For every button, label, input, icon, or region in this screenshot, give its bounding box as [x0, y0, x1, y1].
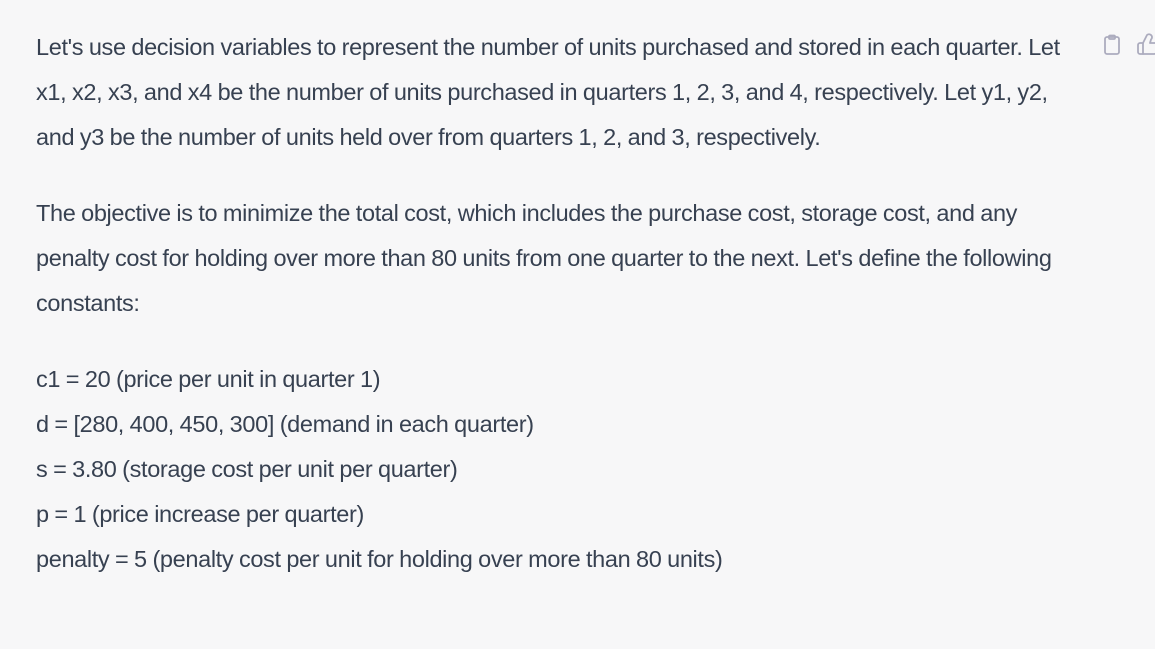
- assistant-message: Let's use decision variables to represen…: [36, 25, 1076, 582]
- message-actions: [1100, 33, 1155, 59]
- constant-item: d = [280, 400, 450, 300] (demand in each…: [36, 411, 534, 437]
- message-paragraph: The objective is to minimize the total c…: [36, 200, 1052, 316]
- constant-item: p = 1 (price increase per quarter): [36, 501, 364, 527]
- thumbs-up-button[interactable]: [1136, 33, 1155, 57]
- message-paragraph: Let's use decision variables to represen…: [36, 34, 1060, 150]
- constant-item: penalty = 5 (penalty cost per unit for h…: [36, 546, 723, 572]
- constant-item: c1 = 20 (price per unit in quarter 1): [36, 366, 381, 392]
- constant-item: s = 3.80 (storage cost per unit per quar…: [36, 456, 458, 482]
- thumbs-up-icon: [1137, 33, 1155, 55]
- copy-button[interactable]: [1100, 33, 1124, 57]
- constants-list: c1 = 20 (price per unit in quarter 1) d …: [36, 357, 1076, 582]
- clipboard-icon: [1104, 34, 1120, 55]
